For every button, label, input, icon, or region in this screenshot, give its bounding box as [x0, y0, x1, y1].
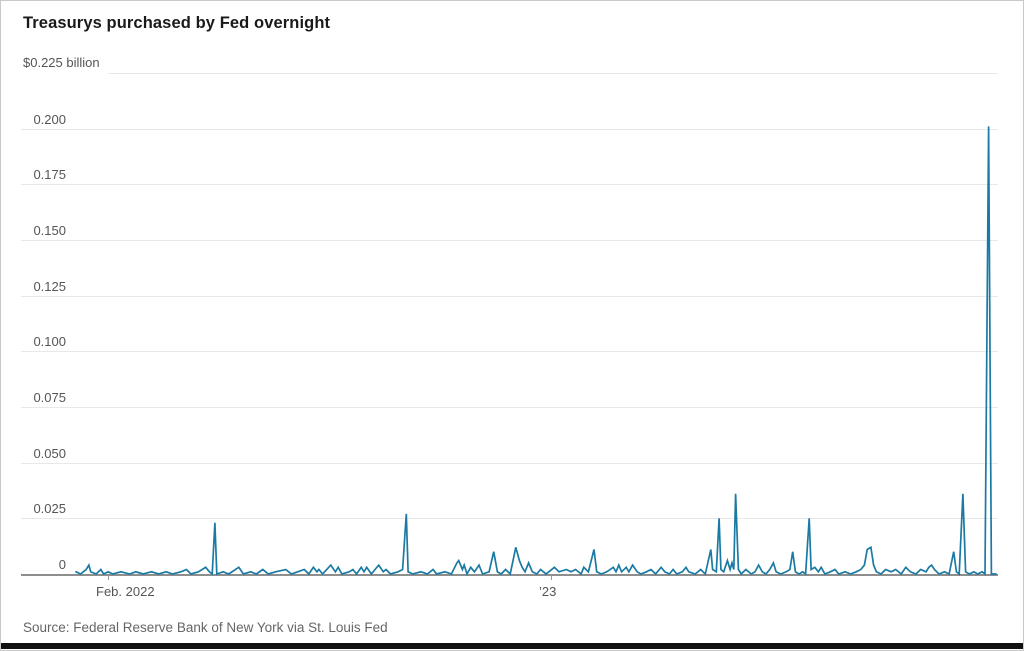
gridline: [21, 407, 998, 408]
y-axis-unit-label: $0.225 billion: [23, 55, 100, 70]
y-tick-label: 0.150: [33, 223, 66, 238]
chart-title: Treasurys purchased by Fed overnight: [23, 14, 331, 32]
bottom-page-edge-bar: [1, 643, 1023, 649]
gridline: [21, 240, 998, 241]
x-axis-baseline: [21, 574, 998, 576]
gridline: [21, 463, 998, 464]
y-tick-label: 0.200: [33, 112, 66, 127]
y-tick-label: 0.050: [33, 446, 66, 461]
gridline: [21, 351, 998, 352]
y-tick-label: 0.125: [33, 279, 66, 294]
gridline: [21, 129, 998, 130]
y-tick-label: 0.100: [33, 334, 66, 349]
x-axis-tick: [551, 575, 552, 580]
x-tick-label: ’23: [539, 584, 557, 599]
y-tick-label: 0.025: [33, 501, 66, 516]
y-tick-label: 0.175: [33, 167, 66, 182]
y-tick-label: 0: [58, 557, 66, 572]
source-caption: Source: Federal Reserve Bank of New York…: [23, 620, 388, 635]
gridline: [108, 73, 998, 74]
gridline: [21, 518, 998, 519]
x-axis-tick: [108, 575, 109, 580]
y-tick-label: 0.075: [33, 390, 66, 405]
gridline: [21, 296, 998, 297]
gridline: [21, 184, 998, 185]
x-tick-label: Feb. 2022: [96, 584, 155, 599]
